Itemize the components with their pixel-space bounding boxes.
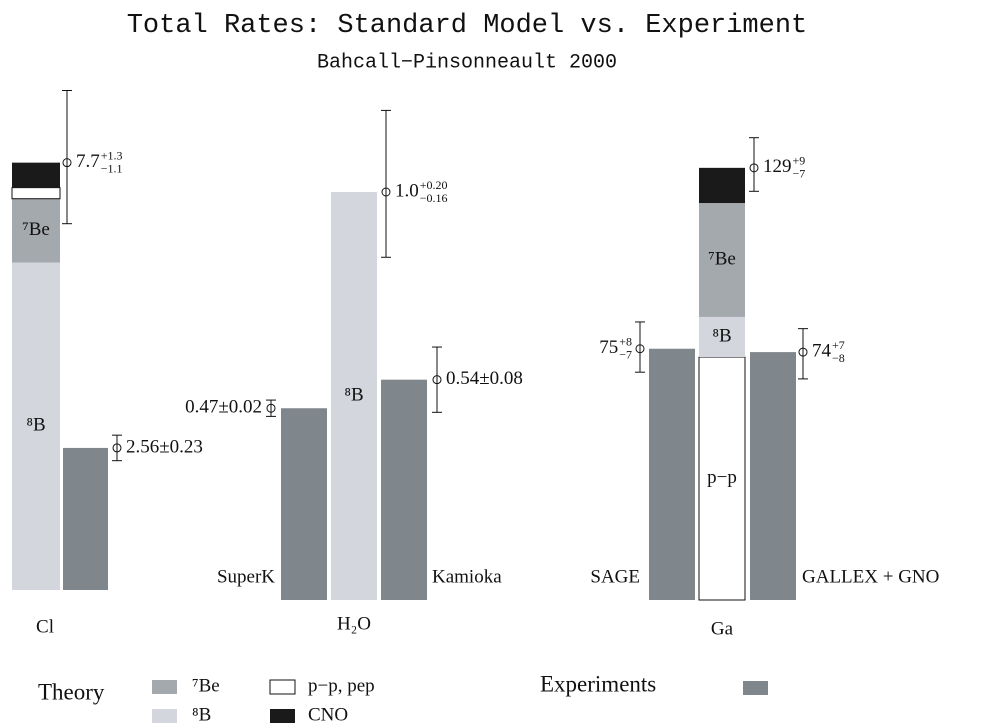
- value-label: 7.7: [76, 151, 100, 172]
- segment-label: ⁸B: [712, 325, 731, 346]
- error-point: [432, 375, 442, 385]
- legend-label: ⁷Be: [192, 675, 220, 696]
- legend-label: CNO: [308, 704, 348, 725]
- legend-label: ⁸B: [192, 704, 211, 725]
- legend-theory: Theory: [38, 679, 105, 704]
- value-label: 0.54±0.08: [446, 368, 523, 389]
- error-plus-label: +9: [793, 154, 806, 168]
- value-label: 2.56±0.23: [126, 436, 203, 457]
- category-label: H₂O: [337, 613, 371, 634]
- error-plus-label: +1.3: [101, 148, 123, 162]
- error-point: [749, 163, 759, 173]
- legend-swatch: [743, 681, 768, 695]
- experiment-bar: [63, 447, 108, 590]
- theory-segment: [698, 356, 746, 601]
- experiment-name: SAGE: [590, 566, 640, 587]
- theory-segment: [331, 192, 377, 600]
- error-plus-label: +7: [832, 338, 845, 352]
- experiment-bar: [281, 408, 327, 600]
- error-minus-label: −7: [619, 348, 632, 362]
- error-point: [62, 158, 72, 168]
- segment-label: ⁷Be: [22, 219, 50, 240]
- legend-swatch: [269, 679, 296, 695]
- value-label: 75: [599, 337, 618, 358]
- experiment-bar: [381, 379, 427, 600]
- error-plus-label: +8: [619, 335, 632, 349]
- theory-segment: [11, 187, 61, 200]
- error-point: [798, 347, 808, 357]
- experiment-bar: [649, 348, 695, 600]
- error-minus-label: −1.1: [101, 161, 123, 175]
- theory-segment: [699, 167, 745, 204]
- theory-segment: [699, 203, 745, 317]
- title: Total Rates: Standard Model vs. Experime…: [127, 11, 808, 41]
- legend-experiments: Experiments: [540, 671, 656, 696]
- value-label: 74: [812, 340, 832, 361]
- value-label: 129: [763, 156, 792, 177]
- theory-segment: [12, 198, 60, 263]
- legend-swatch: [270, 709, 295, 723]
- legend-label: p−p, pep: [308, 675, 375, 696]
- error-plus-label: +0.20: [420, 178, 448, 192]
- theory-segment: [12, 162, 60, 188]
- error-point: [112, 443, 122, 453]
- segment-label: ⁸B: [26, 415, 45, 436]
- theory-segment: [12, 262, 60, 590]
- experiment-name: GALLEX + GNO: [802, 566, 939, 587]
- error-point: [635, 344, 645, 354]
- theory-segment: [699, 316, 745, 358]
- legend-swatch: [152, 680, 177, 694]
- experiment-name: Kamioka: [432, 566, 502, 587]
- error-minus-label: −8: [832, 351, 845, 365]
- subtitle: Bahcall−Pinsonneault 2000: [317, 51, 617, 74]
- error-point: [381, 187, 391, 197]
- segment-label: ⁸B: [344, 384, 363, 405]
- value-label: 0.47±0.02: [185, 397, 262, 418]
- error-point: [266, 403, 276, 413]
- value-label: 1.0: [395, 180, 419, 201]
- category-label: Ga: [711, 618, 734, 639]
- error-minus-label: −7: [793, 167, 806, 181]
- experiment-name: SuperK: [217, 566, 275, 587]
- legend-swatch: [152, 709, 177, 723]
- segment-label: p−p: [707, 467, 737, 488]
- category-label: Cl: [36, 616, 54, 637]
- segment-label: ⁷Be: [708, 248, 736, 269]
- experiment-bar: [750, 352, 796, 600]
- error-minus-label: −0.16: [420, 191, 448, 205]
